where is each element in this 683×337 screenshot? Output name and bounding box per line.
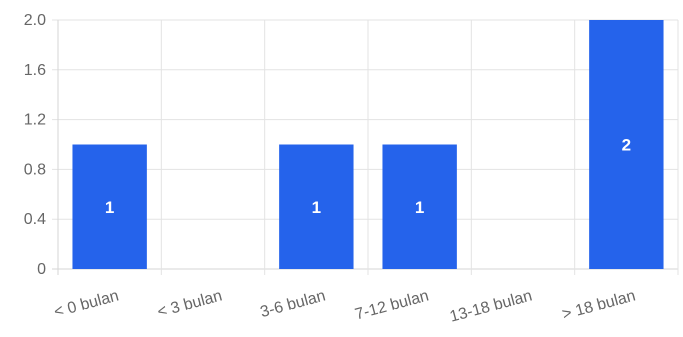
x-category-label: > 18 bulan xyxy=(560,287,637,323)
y-tick-label: 0.4 xyxy=(24,211,46,228)
bar-value-label: 1 xyxy=(312,198,321,217)
y-tick-label: 1.6 xyxy=(24,62,46,79)
y-tick-label: 0 xyxy=(37,261,46,278)
y-axis-tick-labels: 0 0.4 0.8 1.2 1.6 2.0 xyxy=(24,12,46,278)
x-category-label: 3-6 bulan xyxy=(259,287,328,321)
x-category-label: < 3 bulan xyxy=(156,287,224,321)
bar-value-label: 1 xyxy=(415,198,424,217)
y-tick-label: 2.0 xyxy=(24,12,46,29)
x-axis-category-labels: < 0 bulan < 3 bulan 3-6 bulan 7-12 bulan 13-… xyxy=(52,287,637,325)
bar-value-label: 2 xyxy=(622,136,631,155)
data-labels: 1 1 1 2 xyxy=(105,136,631,217)
grid xyxy=(52,19,679,275)
y-tick-label: 0.8 xyxy=(24,161,46,178)
bar[interactable] xyxy=(382,144,457,270)
x-category-label: < 0 bulan xyxy=(52,287,120,321)
x-category-label: 7-12 bulan xyxy=(353,287,430,323)
bar-value-label: 1 xyxy=(105,198,114,217)
bar[interactable] xyxy=(279,144,354,270)
bar[interactable] xyxy=(72,144,147,270)
y-tick-label: 1.2 xyxy=(24,112,46,129)
bars xyxy=(72,20,664,270)
bar[interactable] xyxy=(589,20,664,269)
x-category-label: 13-18 bulan xyxy=(448,287,534,325)
